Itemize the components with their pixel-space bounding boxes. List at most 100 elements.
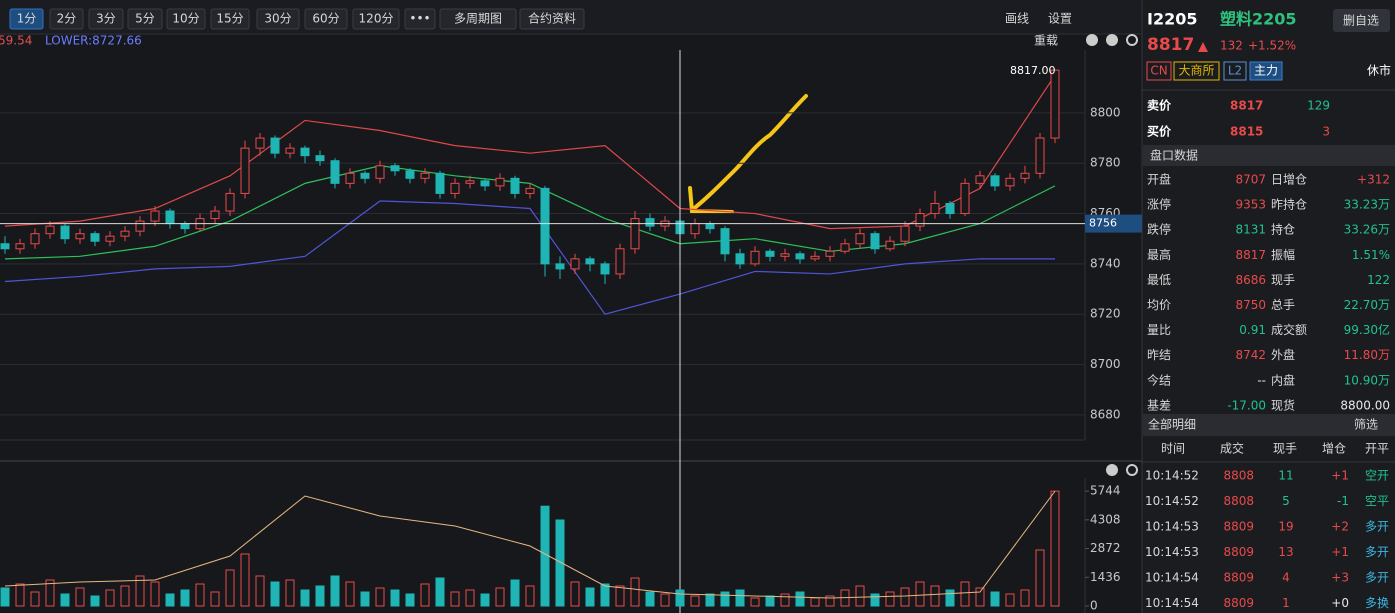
candle-body [750, 250, 760, 265]
trade-time: 10:14:53 [1145, 545, 1199, 559]
candle-body [720, 228, 730, 255]
book-label: 持仓 [1271, 222, 1295, 237]
tag [1249, 61, 1283, 81]
volume-bar [735, 589, 745, 607]
volume-bar [780, 593, 790, 607]
candle-body [855, 233, 865, 245]
settings-icon[interactable] [1126, 464, 1138, 476]
book-value: 0.91 [1239, 323, 1266, 337]
trade-price: 8808 [1223, 494, 1254, 508]
candle-body [705, 223, 715, 230]
volume-bar [405, 593, 415, 607]
book-label: 量比 [1147, 323, 1171, 337]
band-line [4, 200, 1055, 315]
trades-col-header: 现手 [1273, 442, 1297, 456]
zoom-in-icon[interactable] [1086, 34, 1098, 46]
y-tick-label: 8680 [1090, 407, 1121, 421]
volume-average [4, 490, 1056, 599]
volume-bar [345, 581, 355, 607]
trade-time: 10:14:52 [1145, 494, 1199, 508]
volume-tick-label: 2872 [1090, 541, 1121, 555]
crosshair-label: 8756 [1089, 217, 1117, 230]
candle-body [960, 182, 970, 215]
settings-icon[interactable] [1126, 34, 1138, 46]
trade-time: 10:14:54 [1145, 571, 1199, 585]
quote-label: 买价 [1147, 125, 1172, 139]
tag [1146, 61, 1172, 81]
trade-change: +1 [1331, 469, 1349, 483]
change-pct: +1.52% [1248, 39, 1296, 53]
reload: 重载 [1034, 34, 1058, 48]
last-price: 8817 [1147, 35, 1194, 55]
candle-body [885, 240, 895, 250]
period-button[interactable] [9, 8, 44, 30]
book-label: 开盘 [1147, 172, 1171, 187]
period-button[interactable] [439, 8, 517, 30]
period-button[interactable] [166, 8, 206, 30]
volume-tick-label: 1436 [1090, 570, 1121, 584]
candle-body [0, 243, 10, 250]
period-button[interactable] [404, 8, 436, 30]
period-button[interactable] [352, 8, 400, 30]
close-icon[interactable] [1106, 464, 1118, 476]
book-label: 跌停 [1147, 222, 1171, 237]
candle-body [765, 250, 775, 257]
period-button[interactable] [210, 8, 250, 30]
volume-bar [855, 585, 865, 607]
candle-body [525, 187, 535, 194]
quote-price: 8815 [1230, 125, 1263, 139]
volume-bar [675, 589, 685, 607]
y-tick-label: 8720 [1090, 307, 1121, 321]
trade-change: +0 [1331, 596, 1349, 610]
book-value: 8750 [1235, 298, 1266, 312]
period-button[interactable] [519, 8, 585, 30]
volume-bar [1005, 593, 1015, 607]
candle-body [150, 210, 160, 222]
panel-divider [0, 460, 1142, 462]
candle-body [240, 147, 250, 194]
volume-bar [15, 583, 25, 607]
tag-label: 大商所 [1178, 63, 1214, 78]
candle-body [690, 223, 700, 235]
book-value: 33.26万 [1344, 223, 1390, 237]
volume-bar [660, 593, 670, 607]
volume-bar [450, 591, 460, 607]
volume-bar [480, 593, 490, 607]
period-button[interactable] [304, 8, 348, 30]
candle-body [180, 223, 190, 230]
volume-bar [105, 589, 115, 607]
volume-bar [240, 553, 250, 607]
candle-body [1035, 137, 1045, 174]
volume-bar [585, 587, 595, 607]
volume-bar [165, 593, 175, 607]
trades-col-header: 开平 [1365, 442, 1389, 456]
trade-change: +1 [1331, 545, 1349, 559]
period-button[interactable] [88, 8, 124, 30]
candle-body [435, 172, 445, 194]
period-button[interactable] [127, 8, 163, 30]
book-value: 11.80万 [1344, 348, 1390, 362]
volume-bar [1020, 589, 1030, 607]
book-value: 8800.00 [1340, 398, 1390, 412]
period-label: 15分 [216, 12, 243, 26]
book-value: -- [1257, 373, 1266, 387]
volume-bar [45, 579, 55, 607]
tag-label: CN [1150, 64, 1167, 78]
period-label: 1分 [17, 12, 37, 26]
candle-body [495, 177, 505, 187]
volume-bar [285, 579, 295, 607]
trades-col-header: 时间 [1161, 442, 1185, 456]
volume-bar [375, 587, 385, 607]
book-value: 8742 [1235, 348, 1266, 362]
book-value: 8131 [1235, 223, 1266, 237]
trade-type: 空开 [1365, 469, 1389, 483]
up-arrow [1198, 42, 1208, 52]
period-button[interactable] [256, 8, 300, 30]
volume-bar [960, 581, 970, 607]
remove-watch-button[interactable] [1333, 9, 1390, 32]
y-tick-label: 8780 [1090, 156, 1121, 170]
period-button[interactable] [49, 8, 84, 30]
zoom-out-icon[interactable] [1106, 34, 1118, 46]
contract-name: 塑料2205 [1220, 10, 1297, 29]
book-value: 1.51% [1352, 248, 1390, 262]
